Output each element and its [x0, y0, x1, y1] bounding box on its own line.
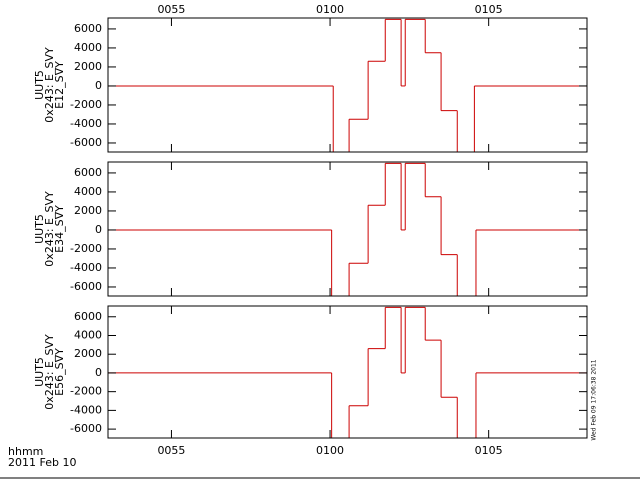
y-axis-label: E12_SVY	[53, 61, 66, 109]
x-tick-label: 0055	[157, 444, 185, 457]
x-tick-label: 0100	[316, 444, 344, 457]
plot-frame	[107, 17, 588, 153]
y-tick-label: 6000	[74, 22, 102, 35]
y-tick-label: 2000	[74, 204, 102, 217]
y-tick-label: 2000	[74, 347, 102, 360]
y-tick-label: 6000	[74, 310, 102, 323]
y-tick-label: -4000	[70, 117, 102, 130]
y-axis-label: UUT5	[33, 70, 46, 100]
y-tick-label: 4000	[74, 185, 102, 198]
y-tick-label: -6000	[70, 280, 102, 293]
y-tick-label: -4000	[70, 403, 102, 416]
x-tick-label: 0100	[316, 3, 344, 16]
x-tick-label: 0105	[475, 3, 503, 16]
y-axis-label: 0x243: E_SVY	[43, 47, 56, 123]
y-tick-label: -2000	[70, 98, 102, 111]
plot-frame	[107, 305, 588, 439]
y-tick-label: -2000	[70, 242, 102, 255]
date-label: 2011 Feb 10	[8, 456, 76, 469]
y-tick-label: 0	[95, 79, 102, 92]
y-axis-label: UUT5	[33, 357, 46, 387]
x-unit-label: hhmm	[8, 445, 43, 458]
y-tick-label: 6000	[74, 166, 102, 179]
y-axis-label: E56_SVY	[53, 348, 66, 396]
y-tick-label: 0	[95, 366, 102, 379]
x-tick-label: 0055	[157, 3, 185, 16]
y-tick-label: 2000	[74, 60, 102, 73]
y-tick-label: -4000	[70, 261, 102, 274]
y-tick-label: 4000	[74, 328, 102, 341]
y-axis-label: 0x243: E_SVY	[43, 334, 56, 410]
y-tick-label: -6000	[70, 136, 102, 149]
plot-frame	[107, 161, 588, 297]
y-tick-label: 0	[95, 223, 102, 236]
timestamp: Wed Feb 09 17:06:38 2011	[591, 359, 598, 440]
x-tick-label: 0105	[475, 444, 503, 457]
y-axis-label: UUT5	[33, 214, 46, 244]
y-axis-label: E34_SVY	[53, 205, 66, 253]
y-tick-label: 4000	[74, 41, 102, 54]
y-tick-label: -2000	[70, 385, 102, 398]
y-tick-label: -6000	[70, 422, 102, 435]
y-axis-label: 0x243: E_SVY	[43, 191, 56, 267]
